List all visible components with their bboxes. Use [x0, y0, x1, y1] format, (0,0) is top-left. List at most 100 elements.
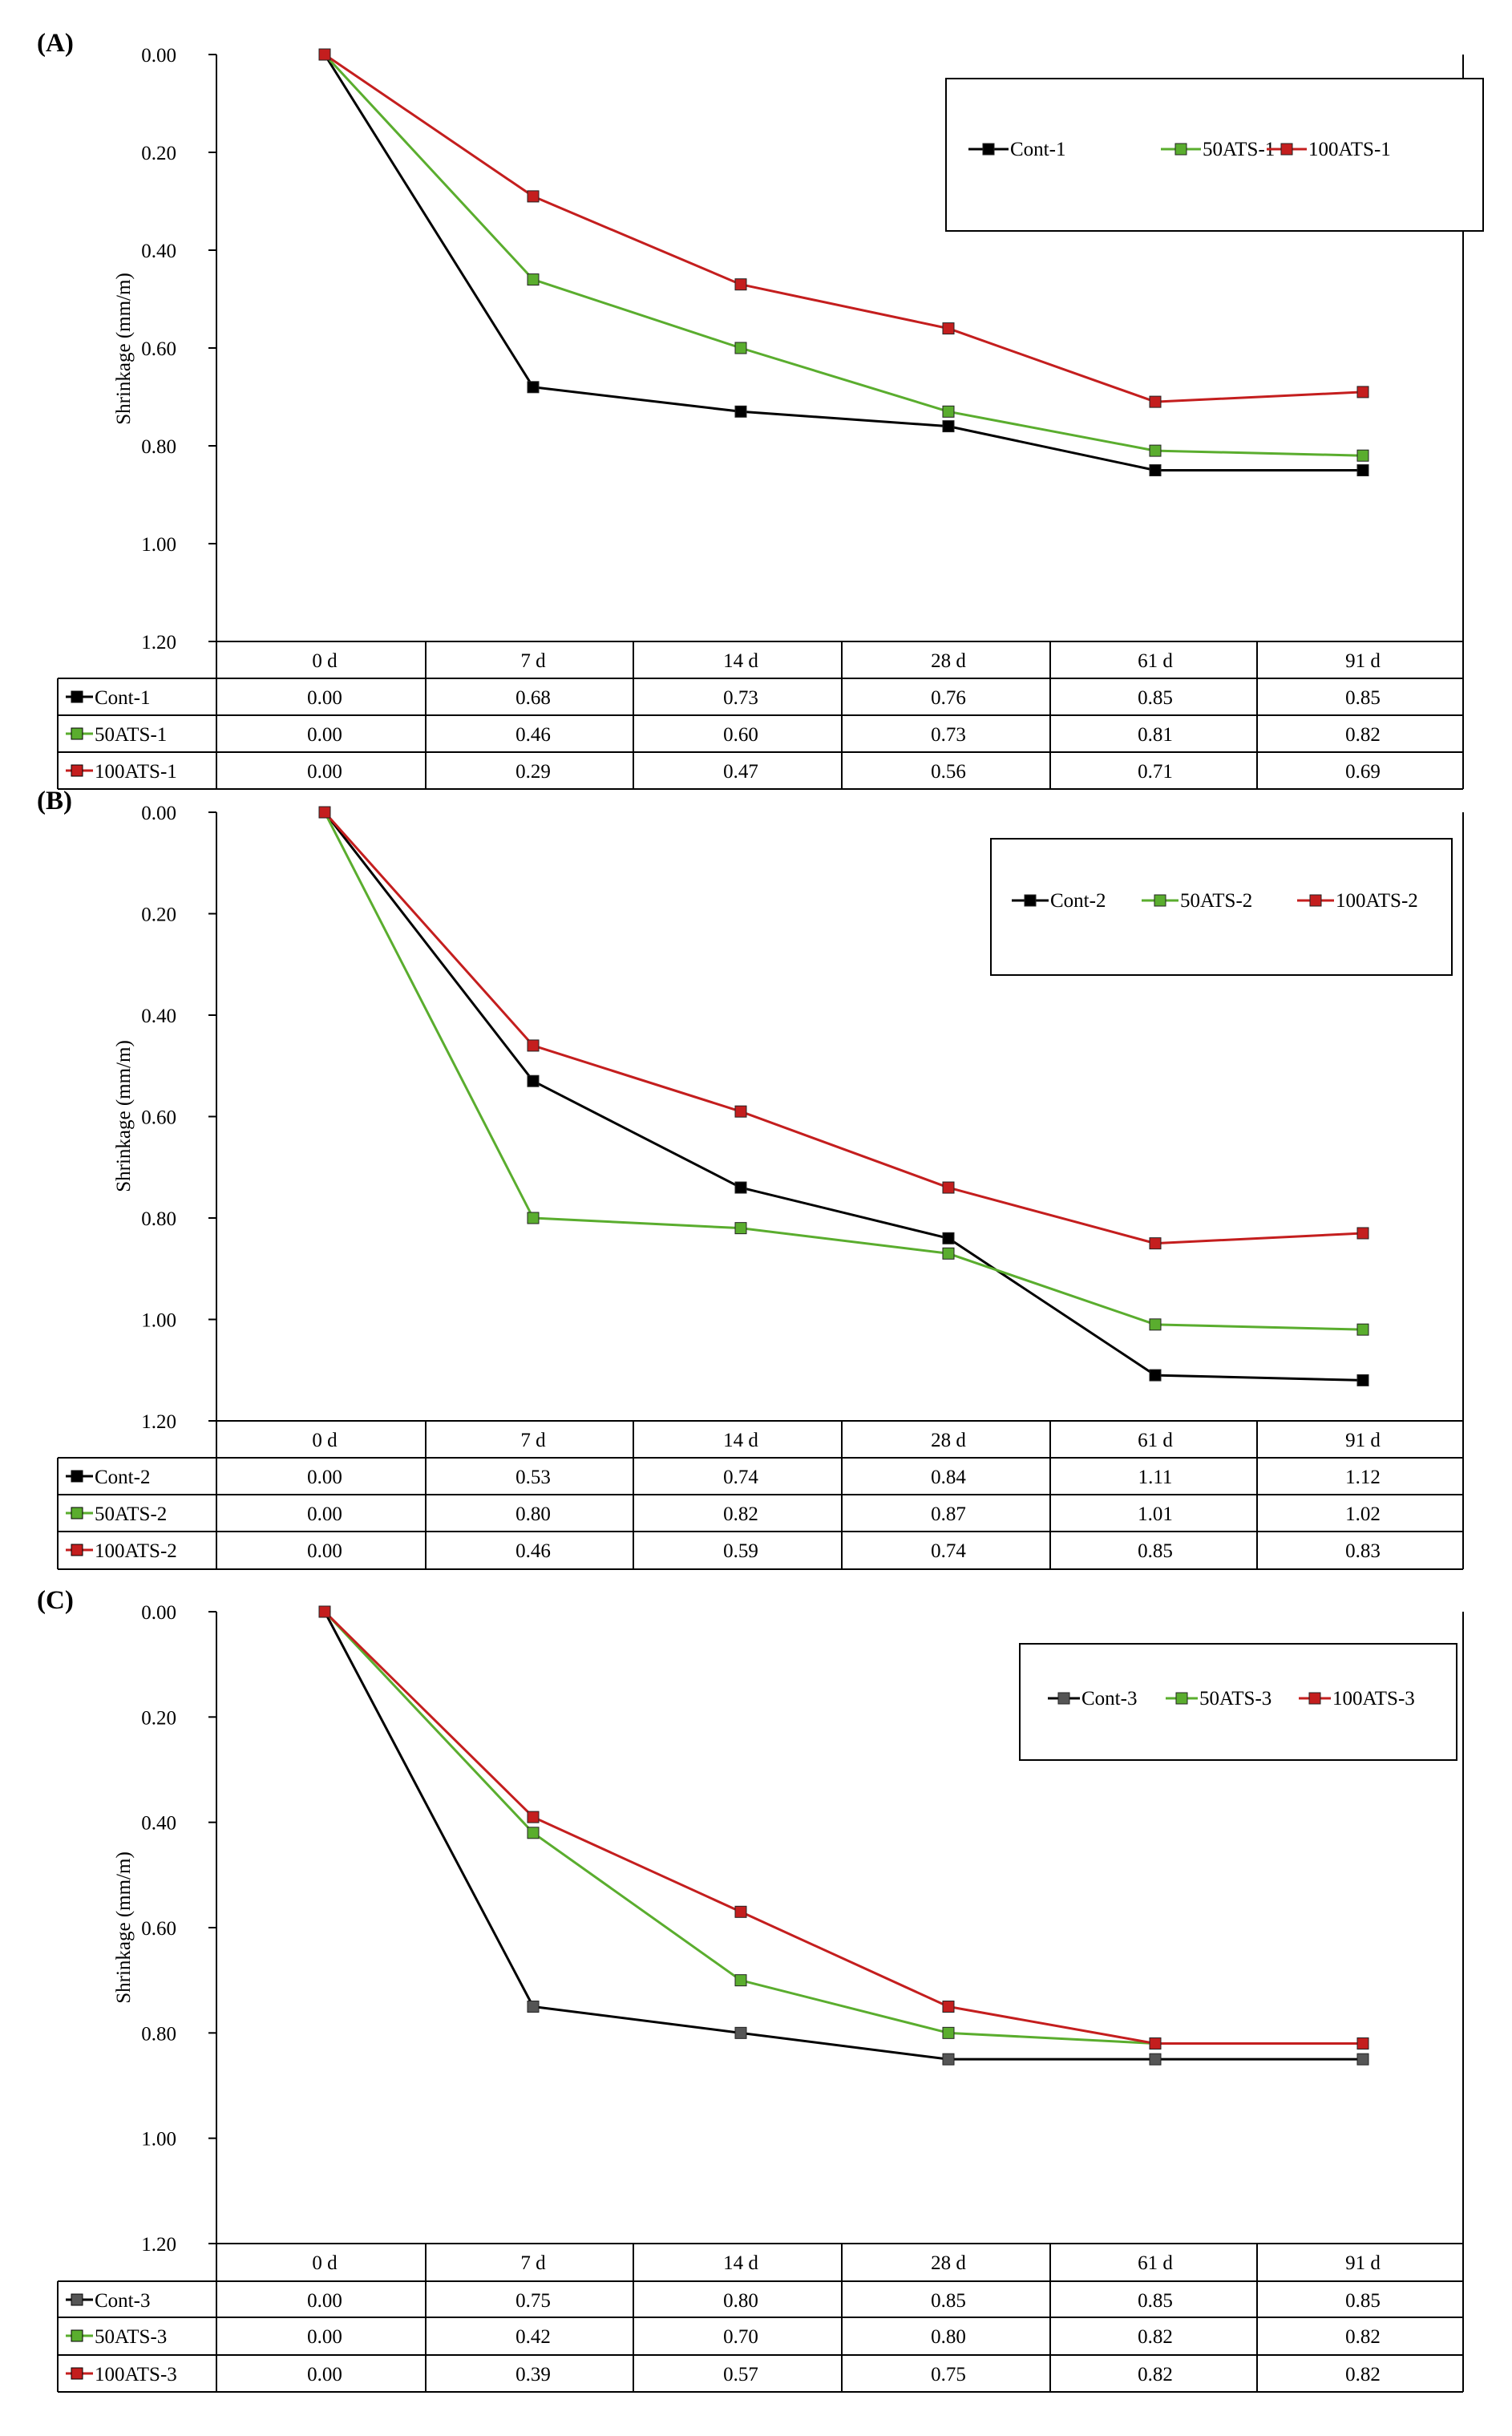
table-cell: 1.11 [1138, 1467, 1173, 1488]
series-line-cont-3 [323, 1611, 1363, 2061]
table-legend-marker [71, 727, 83, 740]
legend-box [990, 838, 1453, 976]
table-cell: 0.82 [1345, 2326, 1381, 2348]
table-series-name-cont-1: Cont-1 [95, 687, 150, 709]
legend-marker-50ats-1 [1174, 143, 1187, 156]
table-legend-marker [71, 1544, 83, 1556]
table-series-name-50ats-3: 50ATS-3 [95, 2326, 167, 2348]
data-point-50ats-3-14-d [734, 1974, 747, 1987]
data-point-cont-1-61-d [1149, 464, 1162, 476]
table-cell: 0.60 [723, 724, 758, 746]
data-point-100ats-1-7-d [527, 190, 540, 203]
table-cell: 0.00 [307, 761, 342, 783]
y-tick-label: 1.20 [141, 2234, 176, 2256]
table-cell: 0.53 [515, 1467, 551, 1488]
table-header-14-d: 14 d [723, 2252, 758, 2274]
data-point-100ats-3-91-d [1356, 2037, 1369, 2050]
table-cell: 0.56 [931, 761, 966, 783]
table-cell: 0.00 [307, 1503, 342, 1525]
y-tick-label: 0.80 [141, 436, 176, 458]
data-point-100ats-1-61-d [1149, 395, 1162, 408]
legend-label-cont-1: Cont-1 [1010, 139, 1065, 160]
table-cell: 0.82 [723, 1503, 758, 1525]
y-tick-label: 1.00 [141, 1310, 176, 1332]
table-legend-marker [71, 690, 83, 703]
table-cell: 0.85 [931, 2290, 966, 2312]
legend: Cont-2 50ATS-2 100ATS-2 [990, 838, 1453, 976]
legend-marker-50ats-3 [1175, 1692, 1188, 1705]
table-header-28-d: 28 d [931, 2252, 966, 2274]
series-line-50ats-1 [323, 53, 1364, 457]
data-table: 0 d 7 d 14 d 28 d 61 d 91 d Cont-1 0.00 0.68 0.73… [57, 641, 1464, 790]
panel-label: (C) [37, 1586, 74, 1615]
table-cell: 0.46 [515, 1540, 551, 1562]
table-cell: 0.47 [723, 761, 758, 783]
table-header-7-d: 7 d [520, 1430, 546, 1451]
table-cell: 0.87 [931, 1503, 966, 1525]
y-tick-label: 0.20 [141, 143, 176, 164]
table-cell: 0.00 [307, 687, 342, 709]
data-point-50ats-2-14-d [734, 1222, 747, 1235]
table-legend-marker [71, 1507, 83, 1519]
table-header-28-d: 28 d [931, 650, 966, 672]
y-tick-label: 0.60 [141, 1107, 176, 1129]
data-point-cont-3-7-d [527, 2001, 540, 2013]
table-header-61-d: 61 d [1138, 650, 1173, 672]
table-cell: 0.82 [1345, 2364, 1381, 2385]
plot-area [318, 806, 1369, 1386]
data-point-100ats-1-91-d [1356, 386, 1369, 399]
data-point-100ats-2-28-d [942, 1181, 955, 1194]
table-header-7-d: 7 d [520, 2252, 546, 2274]
legend-marker-cont-3 [1057, 1692, 1070, 1705]
data-table: 0 d 7 d 14 d 28 d 61 d 91 d Cont-3 0.00 0.75 0.80… [57, 2243, 1464, 2393]
y-axis-title: Shrinkage (mm/m) [113, 1851, 135, 2004]
table-cell: 0.74 [723, 1467, 758, 1488]
data-point-cont-2-91-d [1356, 1374, 1369, 1386]
table-legend-marker [71, 2367, 83, 2380]
y-tick-label: 0.00 [141, 1602, 176, 1624]
table-header-0-d: 0 d [312, 650, 338, 672]
table-cell: 0.00 [307, 2364, 342, 2385]
data-point-cont-3-14-d [734, 2026, 747, 2039]
legend-label-50ats-2: 50ATS-2 [1180, 890, 1252, 912]
table-cell: 0.73 [931, 724, 966, 746]
table-cell: 1.01 [1138, 1503, 1173, 1525]
data-point-cont-1-28-d [942, 420, 955, 433]
data-point-cont-2-28-d [942, 1232, 955, 1244]
table-cell: 0.70 [723, 2326, 758, 2348]
table-cell: 0.83 [1345, 1540, 1381, 1562]
y-tick-label: 0.40 [141, 241, 176, 262]
legend-label-50ats-1: 50ATS-1 [1203, 139, 1275, 160]
table-series-name-cont-2: Cont-2 [95, 1467, 150, 1488]
legend-marker-100ats-2 [1309, 894, 1322, 907]
data-point-100ats-2-14-d [734, 1105, 747, 1118]
y-tick-label: 1.00 [141, 2129, 176, 2151]
series-line-50ats-2 [323, 811, 1364, 1331]
y-tick-label: 0.80 [141, 2023, 176, 2045]
table-cell: 0.85 [1345, 2290, 1381, 2312]
series-line-100ats-2 [323, 811, 1364, 1245]
data-point-50ats-2-28-d [942, 1247, 955, 1260]
table-cell: 0.82 [1138, 2326, 1173, 2348]
table-cell: 0.82 [1138, 2364, 1173, 2385]
table-header-91-d: 91 d [1345, 650, 1381, 672]
table-header-14-d: 14 d [723, 1430, 758, 1451]
table-cell: 0.00 [307, 1467, 342, 1488]
table-cell: 0.80 [931, 2326, 966, 2348]
panel-label: (B) [37, 787, 72, 815]
data-point-50ats-1-14-d [734, 342, 747, 354]
table-legend-marker [71, 764, 83, 777]
y-tick-label: 1.00 [141, 534, 176, 556]
table-header-0-d: 0 d [312, 1430, 338, 1451]
data-point-cont-1-7-d [527, 381, 540, 394]
table-series-name-50ats-2: 50ATS-2 [95, 1503, 167, 1525]
y-tick-label: 0.00 [141, 803, 176, 824]
table-legend-marker [71, 1470, 83, 1483]
table-cell: 0.00 [307, 2326, 342, 2348]
table-header-7-d: 7 d [520, 650, 546, 672]
legend-marker-50ats-2 [1154, 894, 1166, 907]
table-header-28-d: 28 d [931, 1430, 966, 1451]
y-tick-label: 0.60 [141, 1918, 176, 1940]
table-cell: 0.46 [515, 724, 551, 746]
